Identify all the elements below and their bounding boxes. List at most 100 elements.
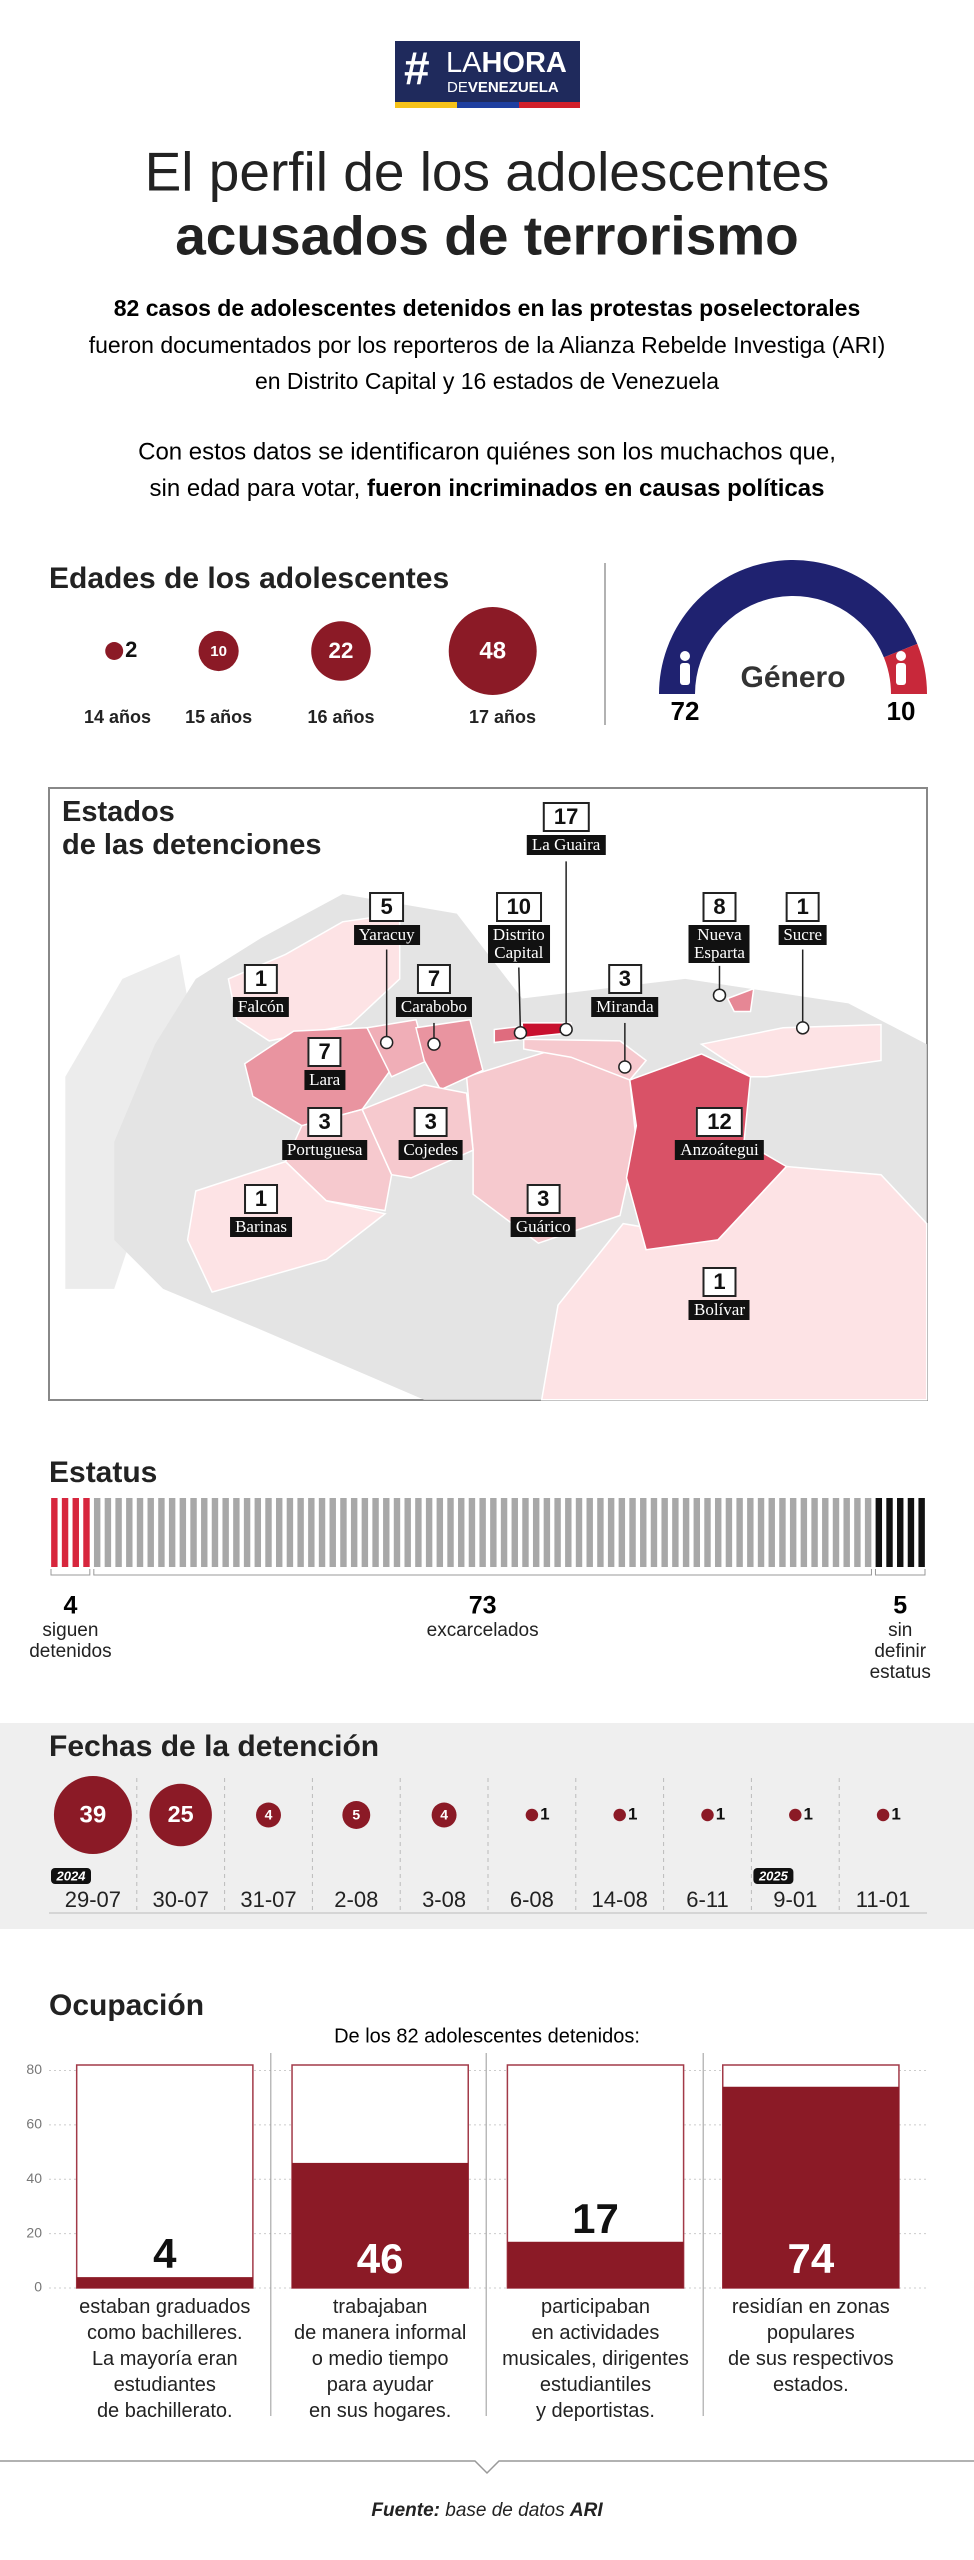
unit-bar [147, 1498, 154, 1567]
bubble [149, 1783, 212, 1847]
unit-bar [661, 1498, 668, 1567]
unit-bar [511, 1498, 518, 1567]
unit-bar [618, 1498, 626, 1567]
bubble [525, 1808, 539, 1822]
unit-bar [747, 1498, 754, 1567]
state-value: 3 [526, 1184, 561, 1215]
bar-frame [75, 2064, 254, 2289]
map-label: 3 Guárico [510, 1184, 576, 1238]
unit-bar [425, 1498, 433, 1567]
state-name: Portuguesa [281, 1140, 368, 1161]
value-label: 4 [440, 1807, 448, 1823]
leader-dot [795, 1021, 810, 1035]
value-label: 73 [469, 1592, 497, 1620]
value-label: 74 [787, 2235, 834, 2282]
state-value: 1 [243, 1184, 279, 1215]
logo-hash: # [404, 42, 430, 94]
bubble [105, 642, 124, 660]
year-label: 2024 [56, 1868, 87, 1883]
unit-bar [897, 1498, 904, 1567]
state-name: La Guaira [526, 835, 606, 856]
unit-bar [757, 1498, 765, 1567]
status-label: excarcelados [426, 1620, 539, 1641]
state-value: 8 [702, 892, 737, 923]
value-label: 39 [80, 1801, 107, 1828]
source-org: ARI [569, 2500, 603, 2521]
bubble [431, 1802, 457, 1828]
y-tick-label: 20 [26, 2224, 42, 2240]
unit-bar [201, 1498, 208, 1567]
state-name: Distrito Capital [487, 925, 550, 964]
section-title: Fechas de la detención [49, 1730, 379, 1763]
unit-bar [254, 1498, 262, 1567]
state-name: Barinas [230, 1217, 292, 1238]
year-label: 2025 [758, 1868, 789, 1883]
bubble [701, 1808, 714, 1822]
state-value: 1 [785, 892, 820, 923]
value-label: 1 [540, 1804, 549, 1823]
unit-bar [682, 1498, 690, 1567]
map-label: 1 Falcón [232, 963, 290, 1017]
status-label: sin definir estatus [869, 1620, 931, 1683]
unit-bar [468, 1498, 476, 1567]
unit-bar [532, 1498, 540, 1567]
bubble [448, 607, 537, 695]
unit-bar [340, 1498, 347, 1567]
unit-bar [243, 1498, 251, 1567]
map-label: 10 Distrito Capital [487, 892, 550, 964]
unit-bar [83, 1498, 90, 1567]
logo-de: DE [447, 79, 468, 96]
unit-bar [650, 1498, 658, 1567]
unit-bar [704, 1498, 711, 1567]
value-label: 1 [891, 1804, 900, 1823]
leader-dot [712, 988, 727, 1002]
state-value: 3 [307, 1107, 342, 1138]
unit-bar [158, 1498, 165, 1567]
unit-bar [575, 1498, 583, 1567]
unit-bar [297, 1498, 304, 1567]
unit-bar [736, 1498, 743, 1567]
unit-bar [490, 1498, 497, 1567]
state-value: 1 [243, 963, 279, 994]
unit-bar [115, 1498, 122, 1567]
value-label: 4 [153, 2230, 177, 2277]
category-label: 14 años [84, 707, 151, 727]
flag-stripe [395, 102, 457, 108]
unit-bar [832, 1498, 840, 1567]
value-label: 46 [357, 2235, 404, 2282]
unit-bar [918, 1498, 925, 1567]
bracket [874, 1569, 926, 1576]
state-name: Carabobo [395, 996, 473, 1017]
category-label: 15 años [185, 707, 252, 727]
year-tag [753, 1868, 794, 1884]
unit-bar [61, 1498, 69, 1567]
value-label: 10 [210, 643, 227, 660]
source-text: base de datos [439, 2500, 570, 2521]
unit-bar [72, 1498, 79, 1567]
state-value: 17 [542, 802, 590, 833]
summary-bold: fueron incriminados en causas políticas [367, 475, 824, 502]
gender-arc [659, 559, 918, 694]
state-value: 1 [702, 1267, 737, 1298]
state-name: Bolívar [688, 1300, 750, 1321]
footer-rule [0, 2460, 974, 2475]
unit-bar [822, 1498, 829, 1567]
map-label: 3 Miranda [591, 963, 659, 1017]
logo-la: LA [446, 47, 482, 79]
value-label: 4 [63, 1592, 77, 1620]
value-label: 5 [352, 1807, 360, 1823]
unit-bar [51, 1498, 58, 1567]
person-icon [680, 663, 690, 685]
unit-bar [693, 1498, 701, 1567]
map-label: 1 Bolívar [688, 1267, 750, 1321]
unit-bar [779, 1498, 786, 1567]
value-label: 1 [804, 1804, 813, 1823]
bubble [256, 1802, 281, 1828]
state-value: 5 [369, 892, 404, 923]
state-value: 10 [495, 892, 543, 923]
year-tag [51, 1868, 91, 1884]
unit-bar [383, 1498, 390, 1567]
value-label: 25 [168, 1801, 194, 1827]
logo-venezuela: VENEZUELA [468, 79, 559, 96]
